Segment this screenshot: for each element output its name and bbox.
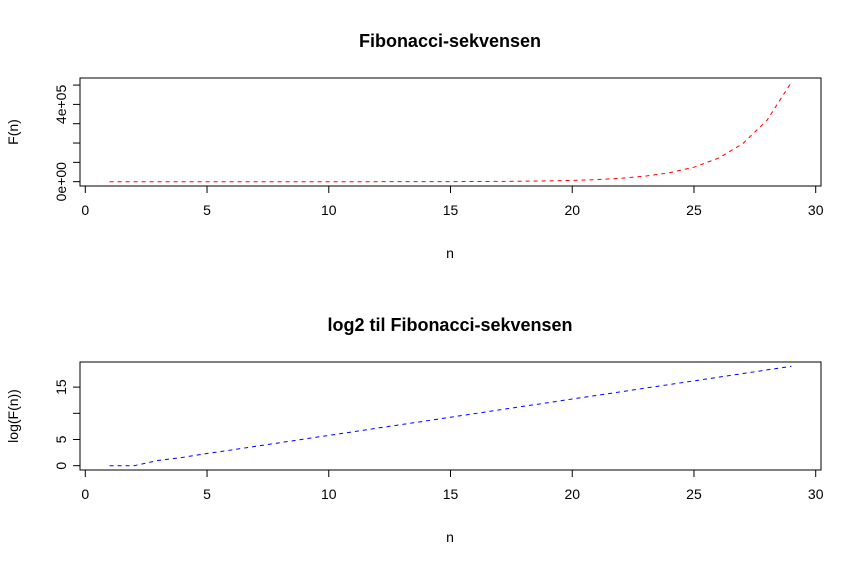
x-axis-label: n (446, 529, 454, 545)
x-tick-label: 0 (81, 202, 89, 218)
x-axis-label: n (446, 245, 454, 261)
x-tick-label: 25 (686, 202, 702, 218)
y-tick-label: 4e+05 (53, 85, 69, 125)
x-tick-label: 0 (81, 486, 89, 502)
y-axis: 0 5 15 (53, 379, 81, 470)
series-layer (109, 365, 792, 467)
x-tick-label: 30 (808, 202, 824, 218)
x-tick-label: 10 (321, 202, 337, 218)
x-tick-label: 20 (564, 202, 580, 218)
y-axis-label: F(n) (5, 119, 21, 145)
x-tick-label: 10 (321, 486, 337, 502)
y-tick-label: 15 (53, 379, 69, 395)
x-tick-label: 5 (203, 486, 211, 502)
x-axis: 0 5 10 15 20 25 30 (81, 469, 824, 502)
chart-title: Fibonacci-sekvensen (359, 31, 541, 51)
y-tick-label: 5 (53, 435, 69, 443)
y-tick-label: 0 (53, 462, 69, 470)
chart-title: log2 til Fibonacci-sekvensen (327, 315, 572, 335)
x-axis: 0 5 10 15 20 25 30 (81, 185, 824, 218)
series-layer (109, 82, 792, 183)
series-line (109, 82, 792, 183)
log2-fibonacci-panel: log2 til Fibonacci-sekvensen 0 5 10 15 20 25 3… (5, 315, 824, 545)
y-axis-label: log(F(n)) (5, 389, 21, 443)
x-tick-label: 30 (808, 486, 824, 502)
plot-frame (79, 361, 822, 471)
series-line (109, 365, 792, 467)
x-tick-label: 20 (564, 486, 580, 502)
y-tick-label: 0e+00 (53, 162, 69, 202)
fibonacci-panel: Fibonacci-sekvensen 0 5 10 15 20 25 30 0e+00 4e… (5, 31, 824, 261)
x-tick-label: 15 (443, 486, 459, 502)
x-tick-label: 15 (443, 202, 459, 218)
plot-frame (79, 77, 822, 187)
x-tick-label: 25 (686, 486, 702, 502)
y-axis: 0e+00 4e+05 (53, 85, 81, 202)
x-tick-label: 5 (203, 202, 211, 218)
